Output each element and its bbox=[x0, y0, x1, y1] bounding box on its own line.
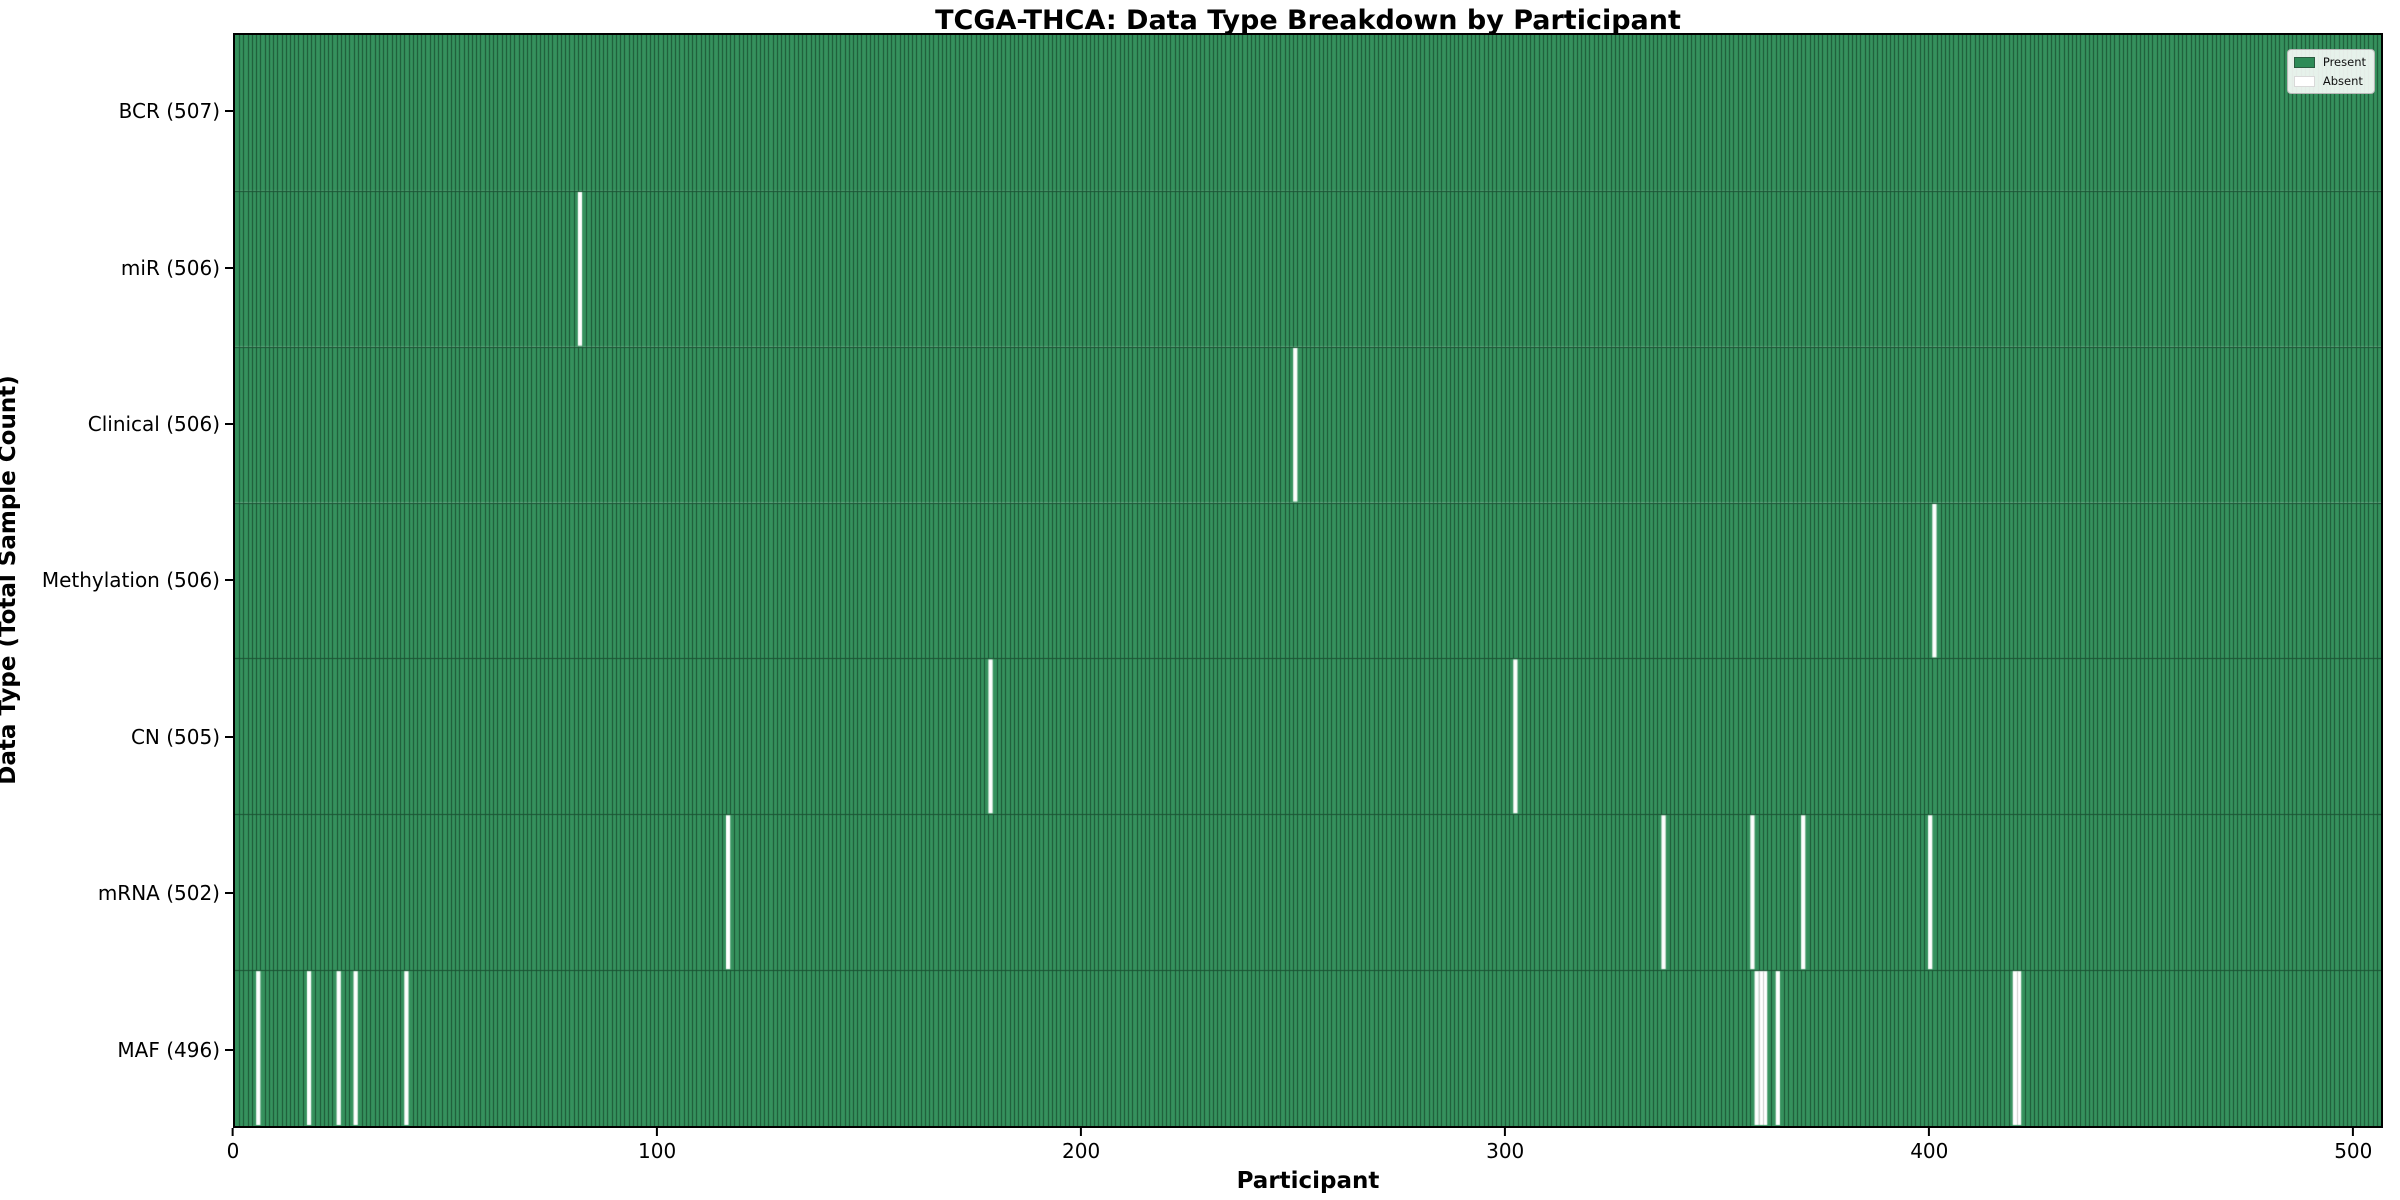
x-tick-mark bbox=[656, 1128, 659, 1136]
plot-area: Present Absent bbox=[233, 33, 2383, 1128]
x-tick: 0 bbox=[226, 1128, 240, 1163]
x-tick-mark bbox=[231, 1128, 234, 1136]
legend-absent-swatch-icon bbox=[2293, 75, 2315, 87]
y-tick-labels: BCR (507) miR (506) Clinical (506) Methy… bbox=[0, 33, 233, 1128]
chart-title: TCGA-THCA: Data Type Breakdown by Partic… bbox=[935, 5, 1681, 36]
x-tick-labels: 0 100 200 300 400 500 bbox=[227, 1128, 2383, 1168]
x-tick: 200 bbox=[1062, 1128, 1100, 1163]
y-tick-methylation: Methylation (506) bbox=[0, 502, 233, 658]
y-tick-label: Methylation (506) bbox=[41, 568, 220, 593]
y-tick-mark bbox=[225, 266, 233, 269]
x-tick: 500 bbox=[2334, 1128, 2372, 1163]
legend-absent-label: Absent bbox=[2322, 74, 2363, 88]
legend-entry-absent: Absent bbox=[2293, 74, 2366, 88]
y-tick-mark bbox=[225, 110, 233, 113]
y-tick-maf: MAF (496) bbox=[0, 972, 233, 1128]
legend-present-swatch-icon bbox=[2293, 56, 2315, 68]
y-tick-label: Clinical (506) bbox=[87, 412, 220, 437]
y-tick-mark bbox=[225, 579, 233, 582]
y-tick-mark bbox=[225, 892, 233, 895]
x-tick: 400 bbox=[1910, 1128, 1948, 1163]
y-tick-label: mRNA (502) bbox=[97, 881, 220, 906]
y-tick-cn: CN (505) bbox=[0, 659, 233, 815]
x-tick: 300 bbox=[1486, 1128, 1524, 1163]
x-tick-mark bbox=[2352, 1128, 2355, 1136]
y-tick-mark bbox=[225, 423, 233, 426]
x-tick-label: 300 bbox=[1486, 1139, 1525, 1163]
y-tick-bcr: BCR (507) bbox=[0, 33, 233, 189]
y-tick-mrna: mRNA (502) bbox=[0, 815, 233, 971]
y-tick-mark bbox=[225, 735, 233, 738]
x-tick-label: 500 bbox=[2334, 1139, 2373, 1163]
legend: Present Absent bbox=[2286, 49, 2375, 94]
legend-present-label: Present bbox=[2322, 55, 2366, 69]
x-tick-label: 0 bbox=[226, 1139, 240, 1163]
x-tick-label: 200 bbox=[1062, 1139, 1101, 1163]
legend-entry-present: Present bbox=[2293, 55, 2366, 69]
y-tick-label: MAF (496) bbox=[117, 1037, 220, 1062]
y-tick-clinical: Clinical (506) bbox=[0, 346, 233, 502]
x-tick-mark bbox=[1928, 1128, 1931, 1136]
x-axis-label: Participant bbox=[1236, 1168, 1380, 1194]
x-tick-mark bbox=[1504, 1128, 1507, 1136]
y-tick-label: BCR (507) bbox=[118, 99, 220, 124]
y-tick-mir: miR (506) bbox=[0, 189, 233, 345]
y-tick-label: miR (506) bbox=[120, 255, 220, 280]
x-tick-label: 400 bbox=[1910, 1139, 1949, 1163]
y-tick-mark bbox=[225, 1048, 233, 1051]
y-tick-label: CN (505) bbox=[130, 724, 220, 749]
presence-matrix-canvas bbox=[235, 35, 2381, 1126]
x-tick-label: 100 bbox=[638, 1139, 677, 1163]
x-tick-mark bbox=[1080, 1128, 1083, 1136]
x-tick: 100 bbox=[638, 1128, 676, 1163]
